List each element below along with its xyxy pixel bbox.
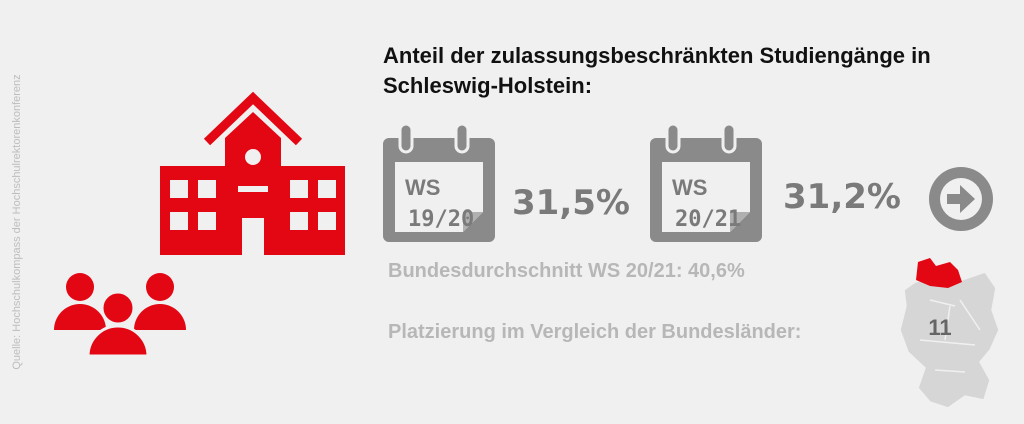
school-icon [160,91,345,255]
semester-share: 31,5% [512,183,630,223]
semester-label: WS [672,175,707,200]
semester-period: 19/20 [408,207,474,232]
ranking-label: Platzierung im Vergleich der Bundeslände… [388,321,801,343]
germany-map [899,258,1000,409]
semester-period: 20/21 [675,207,741,232]
national-average: Bundesdurchschnitt WS 20/21: 40,6% [388,260,745,282]
next-button[interactable] [929,167,993,231]
ranking-value: 11 [928,315,951,340]
calendar-icon [383,122,495,242]
semester-label: WS [405,175,440,200]
people-icon [54,273,186,358]
calendar-icon [650,122,762,242]
source: Quelle: Hochschulkompass der Hochschulre… [11,74,23,369]
semester-share: 31,2% [783,177,901,217]
title-line: Schleswig-Holstein: [383,73,592,98]
title-line: Anteil der zulassungsbeschränkten Studie… [383,43,931,68]
